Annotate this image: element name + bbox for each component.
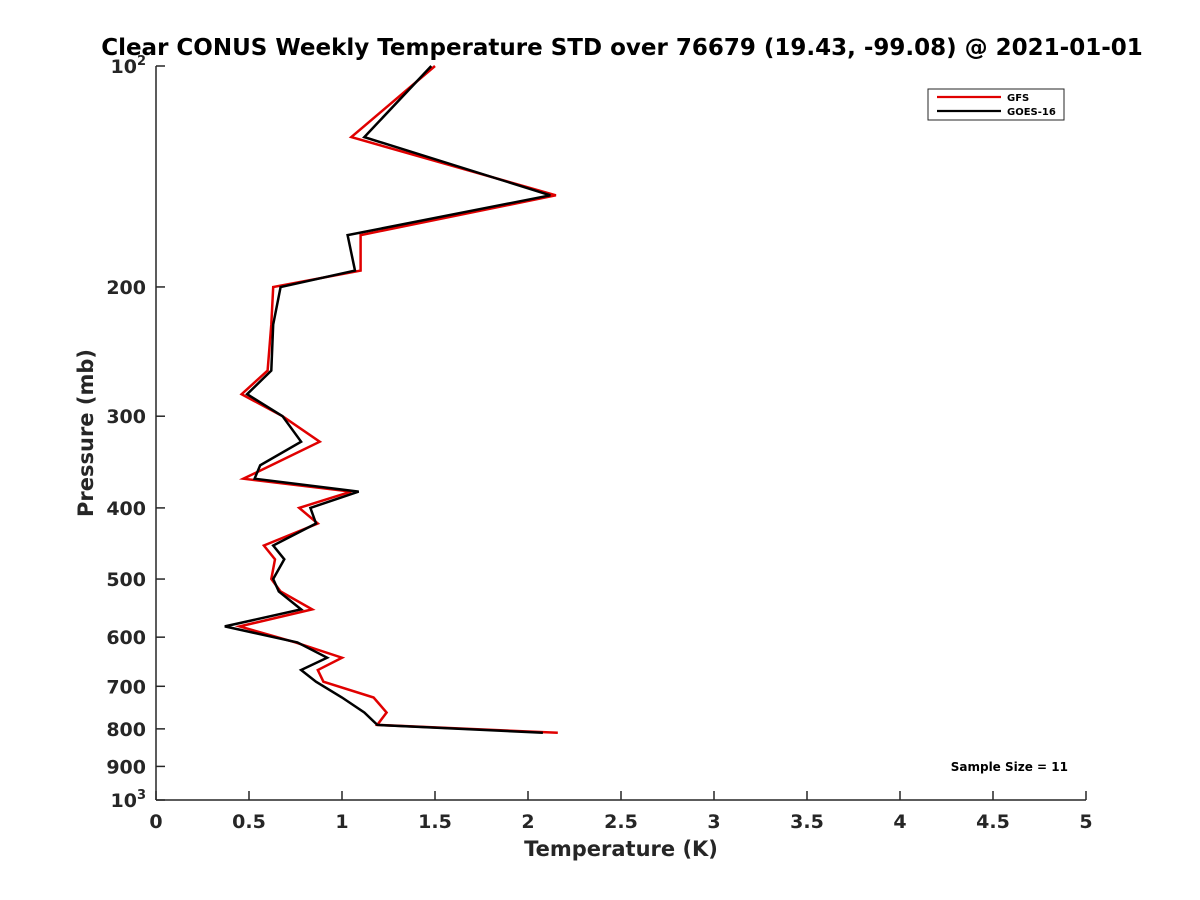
series-line-goes-16 [224, 65, 551, 735]
y-ticks: 102 200 300 400 500 600 700 800 900 103 [106, 54, 165, 812]
y-tick-label: 600 [106, 627, 146, 649]
x-ticks: 0 0.5 1 1.5 2 2.5 3 3.5 4 4.5 5 [149, 791, 1093, 833]
x-tick-label: 0 [149, 811, 162, 833]
x-tick-label: 4.5 [976, 811, 1010, 833]
x-tick-label: 1.5 [418, 811, 452, 833]
legend: GFS GOES-16 [927, 88, 1065, 121]
y-tick-label: 500 [106, 569, 146, 591]
y-tick-label: 800 [106, 719, 146, 741]
x-tick-label: 2 [521, 811, 534, 833]
x-tick-label: 2.5 [604, 811, 638, 833]
y-tick-label: 700 [106, 676, 146, 698]
y-tick-label: 200 [106, 277, 146, 299]
chart-title: Clear CONUS Weekly Temperature STD over … [101, 35, 1143, 61]
sample-size-annotation: Sample Size = 11 [951, 760, 1068, 774]
x-tick-label: 5 [1079, 811, 1092, 833]
y-tick-label: 103 [111, 788, 147, 812]
y-tick-label: 102 [111, 54, 147, 78]
x-tick-label: 3 [707, 811, 720, 833]
x-tick-label: 4 [893, 811, 906, 833]
legend-box [927, 88, 1065, 121]
legend-label-gfs: GFS [1007, 93, 1029, 104]
y-tick-label: 400 [106, 498, 146, 520]
x-tick-label: 1 [335, 811, 348, 833]
plot-area [224, 65, 558, 735]
y-tick-label: 300 [106, 406, 146, 428]
y-tick-label: 900 [106, 756, 146, 778]
y-axis-label: Pressure (mb) [74, 349, 98, 517]
series-line-gfs [234, 65, 558, 735]
x-tick-label: 3.5 [790, 811, 824, 833]
legend-label-goes16: GOES-16 [1007, 107, 1056, 118]
x-tick-label: 0.5 [232, 811, 266, 833]
x-axis-label: Temperature (K) [524, 837, 718, 861]
